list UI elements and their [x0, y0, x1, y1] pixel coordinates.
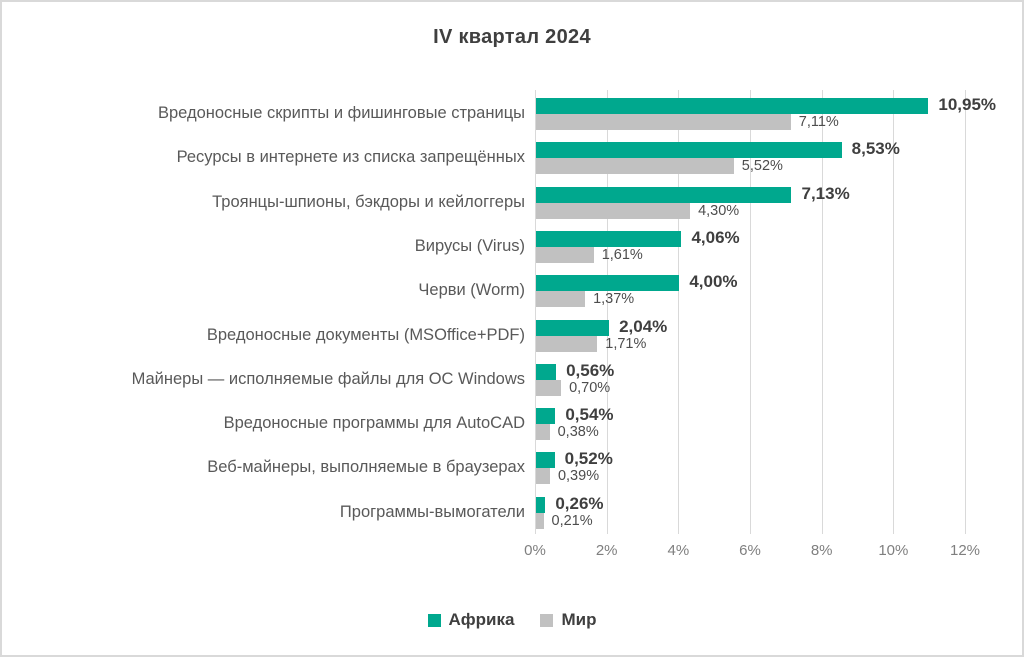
value-label-africa: 4,06% [691, 227, 740, 247]
bar-africa [536, 275, 680, 292]
category-label: Вредоносные программы для AutoCAD [223, 414, 525, 433]
value-label-africa: 10,95% [938, 95, 997, 114]
bar-africa [536, 452, 555, 469]
value-label-africa: 0,54% [565, 405, 614, 425]
gridline [893, 90, 895, 534]
bar-world [536, 512, 544, 529]
legend-label: Африка [448, 610, 515, 629]
value-label-world: 1,61% [601, 246, 643, 263]
chart-title: IV квартал 2024 [433, 26, 591, 48]
gridline [535, 90, 536, 534]
legend-swatch-icon [540, 613, 554, 627]
value-label-world: 1,37% [593, 291, 635, 308]
value-label-africa: 4,00% [689, 272, 738, 292]
legend-item: Мир [540, 610, 596, 630]
x-tick-label: 4% [667, 542, 690, 559]
bar-africa [536, 496, 546, 513]
x-tick-label: 12% [949, 542, 981, 559]
category-label: Ресурсы в интернете из списка запрещённы… [176, 148, 525, 167]
value-label-world: 0,38% [557, 424, 599, 441]
bar-africa [536, 408, 556, 425]
legend-swatch-icon [427, 613, 441, 627]
category-label: Вредоносные документы (MSOffice+PDF) [206, 325, 525, 344]
category-label: Майнеры — исполняемые файлы для ОС Windo… [131, 369, 525, 388]
value-label-africa: 0,26% [555, 493, 604, 513]
bar-world [536, 246, 594, 263]
gridline [606, 90, 608, 534]
x-tick-label: 2% [595, 542, 618, 559]
bar-world [536, 335, 598, 352]
bar-africa [536, 319, 610, 336]
bar-world [536, 202, 691, 219]
bar-africa [536, 230, 682, 247]
category-label: Программы-вымогатели [339, 502, 525, 521]
category-label: Веб-майнеры, выполняемые в браузерах [207, 458, 525, 477]
bar-world [536, 114, 791, 130]
value-label-africa: 8,53% [851, 139, 900, 159]
category-label: Троянцы-шпионы, бэкдоры и кейлоггеры [212, 192, 525, 211]
legend-item: Африка [427, 610, 515, 630]
x-tick-label: 0% [524, 542, 546, 559]
category-label: Вирусы (Virus) [414, 236, 525, 255]
bar-africa [536, 98, 929, 114]
value-label-africa: 2,04% [619, 316, 668, 336]
bar-africa [536, 363, 557, 380]
bar-africa [536, 142, 842, 159]
bar-world [536, 424, 550, 441]
value-label-africa: 0,52% [564, 449, 613, 469]
x-tick-label: 8% [810, 542, 833, 559]
value-label-africa: 7,13% [801, 183, 850, 203]
value-label-world: 0,39% [557, 468, 600, 485]
bar-africa [536, 186, 792, 203]
bar-world [536, 291, 586, 308]
bar-world [536, 158, 734, 175]
gridline [965, 90, 966, 534]
x-tick-label: 6% [739, 542, 761, 559]
category-label: Черви (Worm) [418, 281, 525, 300]
category-label: Вредоносные скрипты и фишинговые страниц… [157, 104, 525, 122]
legend: Африка Мир [2, 610, 1022, 630]
gridline [750, 90, 751, 534]
value-label-world: 1,71% [605, 335, 647, 352]
gridline [678, 90, 680, 534]
legend-label: Мир [561, 610, 597, 629]
value-label-world: 0,70% [569, 379, 611, 396]
value-label-africa: 0,56% [566, 360, 615, 380]
value-label-world: 0,21% [551, 512, 593, 529]
bar-world [536, 468, 550, 485]
x-tick-label: 10% [878, 542, 909, 559]
value-label-world: 4,30% [698, 202, 740, 219]
value-label-world: 7,11% [798, 114, 839, 130]
bar-world [536, 379, 562, 396]
gridline [821, 90, 823, 534]
value-label-world: 5,52% [741, 158, 783, 175]
